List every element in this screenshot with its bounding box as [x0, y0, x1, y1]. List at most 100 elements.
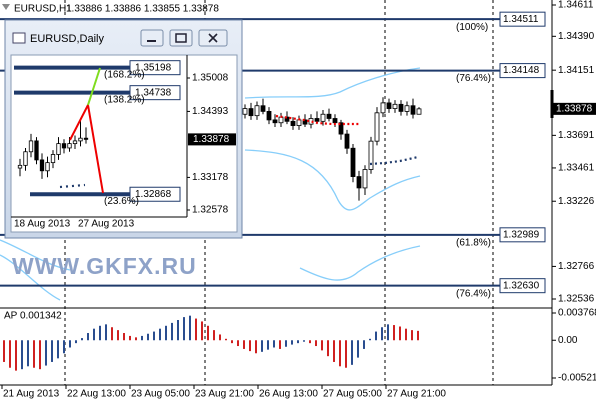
indicator-bar — [9, 340, 11, 368]
time-label: 27 Aug 05:00 — [323, 389, 382, 400]
indicator-bar — [21, 340, 23, 370]
inset-level-price: 1.35198 — [135, 62, 172, 73]
indicator-bar — [153, 331, 155, 341]
candle-body — [290, 120, 296, 126]
inset-window[interactable]: EURUSD,Daily 1.35008 1.34393 1.33178 1.3257… — [4, 19, 243, 239]
inset-price-label: 1.32578 — [192, 205, 229, 216]
indicator-bar — [33, 340, 35, 368]
indicator-bar — [159, 328, 161, 341]
time-label: 21 Aug 2013 — [3, 389, 60, 400]
candle-body — [45, 162, 50, 172]
indicator-bar — [351, 340, 353, 365]
indicator-bar — [255, 340, 257, 354]
current-price-box — [552, 102, 596, 115]
envelope-line — [0, 254, 61, 301]
indicator-bar — [51, 340, 53, 362]
price-tick-label: 1.33226 — [558, 196, 595, 207]
indicator-bar — [363, 340, 365, 349]
indicator-bar — [411, 330, 413, 341]
indicator-bar — [117, 330, 119, 341]
indicator-bar — [327, 340, 329, 357]
minimize-button[interactable] — [140, 29, 164, 47]
indicator-bar — [105, 324, 107, 341]
header-symbol: EURUSD,H1 — [14, 4, 72, 15]
indicator-bar — [93, 328, 95, 341]
price-tick-label: 1.33691 — [558, 130, 595, 141]
candle-body — [34, 140, 39, 161]
candle-body — [374, 112, 380, 142]
candle-body — [392, 103, 398, 109]
candle-body — [67, 143, 72, 149]
indicator-bar — [405, 328, 407, 341]
level-percent: (61.8%) — [456, 237, 491, 248]
inset-level-percent: (23.6%) — [104, 196, 139, 207]
indicator-bar — [261, 340, 263, 352]
candle-body — [78, 137, 83, 142]
current-price-label: 1.33878 — [556, 103, 593, 114]
dots — [275, 114, 419, 166]
inset-level-box — [129, 85, 181, 101]
candle-body — [362, 169, 368, 189]
indicator-bar — [267, 340, 269, 350]
inset-price-label: 1.33178 — [192, 172, 229, 183]
indicator-bar — [285, 340, 287, 347]
level-price: 1.32989 — [503, 229, 540, 240]
indicator-bar — [75, 340, 77, 344]
candle-body — [23, 151, 28, 166]
indicator-bar — [357, 340, 359, 358]
price-tick-label: 1.33461 — [558, 163, 595, 174]
candle-body — [266, 111, 272, 121]
level-percent: (100%) — [456, 22, 488, 33]
restore-button[interactable] — [169, 29, 193, 47]
indicator-bar — [165, 325, 167, 341]
level-price: 1.34148 — [503, 65, 540, 76]
candle-body — [278, 116, 284, 124]
inset-time-label: 27 Aug 2013 — [78, 219, 135, 230]
level-price: 1.34511 — [503, 14, 539, 25]
indicator-bar — [15, 340, 17, 371]
envelopes — [0, 67, 421, 301]
window-icon — [12, 32, 26, 44]
envelope-line — [244, 67, 421, 99]
candle-body — [17, 164, 23, 169]
candle-body — [356, 176, 362, 189]
candle-body — [56, 143, 61, 155]
indicator-bar — [249, 340, 251, 352]
price-tick-label: 1.34151 — [558, 65, 595, 76]
indicator-bar — [207, 325, 209, 341]
indicator-bar — [321, 340, 323, 351]
indicator-bar — [345, 340, 347, 368]
inset-level-price: 1.32868 — [135, 189, 172, 200]
indicator-bar — [99, 325, 101, 341]
indicator-bar — [303, 340, 305, 342]
candle-body — [272, 119, 278, 124]
inset-level-price: 1.34738 — [135, 87, 172, 98]
indicator-bar — [129, 335, 131, 341]
candle-body — [398, 103, 404, 112]
price-tick-label: 1.32536 — [558, 294, 595, 305]
inset-level-box — [129, 186, 181, 202]
time-label: 22 Aug 13:00 — [67, 389, 126, 400]
inset-price-label: 1.34393 — [192, 106, 229, 117]
candle-body — [284, 116, 290, 122]
indicator-bar — [399, 326, 401, 341]
indicator-bar — [393, 325, 395, 341]
candle-body — [61, 143, 67, 149]
indicator-bar — [27, 340, 29, 367]
candle-body — [350, 147, 356, 177]
indicator-bar — [189, 315, 191, 341]
time-label: 23 Aug 21:00 — [195, 389, 254, 400]
inset-level-box — [129, 60, 181, 76]
candle-body — [296, 119, 302, 126]
time-label: 23 Aug 05:00 — [131, 389, 190, 400]
indicator-tick-label: 0.003768 — [558, 308, 596, 319]
time-label: 26 Aug 13:00 — [259, 389, 318, 400]
indicator-bar — [387, 324, 389, 341]
watermark: WWW.GKFX.RU — [12, 253, 197, 279]
indicator-bar — [243, 340, 245, 349]
envelope-line — [244, 149, 421, 211]
inset-current-label: 1.33878 — [193, 134, 230, 145]
indicator-bar — [213, 330, 215, 341]
indicator-bar — [177, 320, 179, 341]
